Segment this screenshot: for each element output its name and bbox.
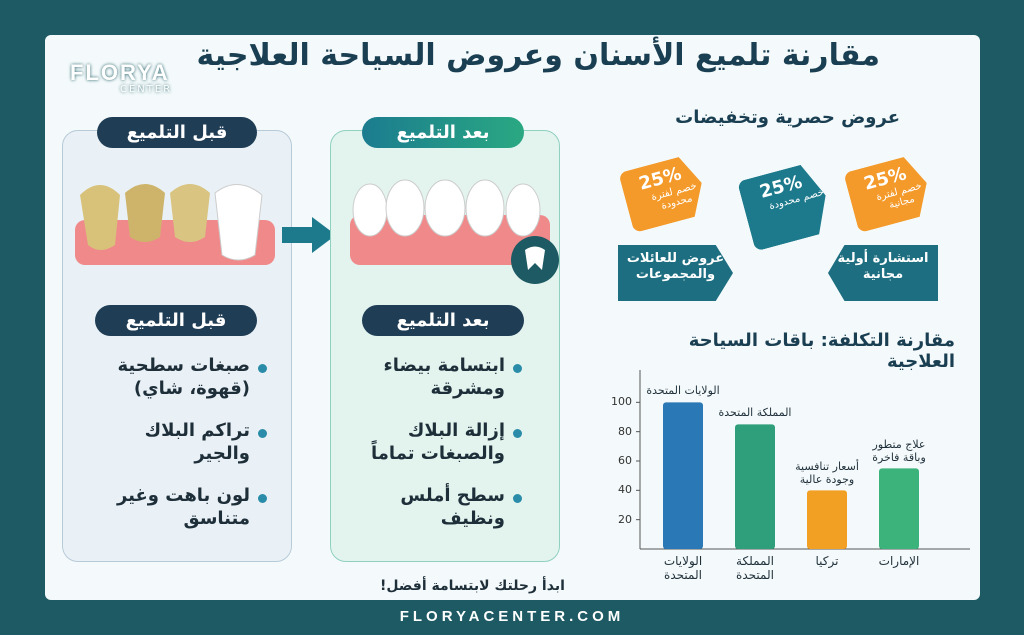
plot: [636, 370, 970, 550]
x-tick-label: المملكة المتحدة: [736, 554, 774, 582]
bar-annotation: أسعار تنافسية وجودة عالية: [795, 460, 859, 486]
bullet: [513, 429, 522, 438]
bar-annotation: علاج متطور وباقة فاخرة: [872, 438, 926, 464]
heading: قبل التلميع: [95, 305, 257, 336]
y-tick-label: 20: [618, 512, 632, 526]
y-tick-label: 40: [618, 483, 632, 497]
slogan: ابدأ رحلتك لابتسامة أفضل!: [380, 578, 565, 594]
bullet: [513, 364, 522, 373]
x-tick-label: الولايات المتحدة: [663, 554, 703, 582]
x-tick-label: الإمارات: [878, 554, 920, 568]
offer-label: استشارة أولية مجانية: [828, 245, 938, 301]
bullet: [258, 429, 267, 438]
list-item: ابتسامة بيضاء ومشرقة: [383, 355, 505, 399]
white-teeth: [350, 179, 559, 284]
logo-sub: CENTER: [120, 84, 173, 95]
bar: [735, 424, 775, 549]
list-item: إزالة البلاك والصبغات تماماً: [371, 420, 505, 464]
list-item: لون باهت وغير متناسق: [116, 485, 250, 529]
bullet: [258, 364, 267, 373]
chart-title: مقارنة التكلفة: باقات السياحة العلاجية: [688, 330, 955, 372]
arrow: [282, 217, 336, 253]
x-tick-label: تركيا: [815, 554, 839, 568]
bar: [807, 490, 847, 549]
logo: FLORYA: [70, 60, 170, 85]
y-tick-label: 100: [611, 395, 632, 409]
url: FLORYACENTER.COM: [399, 608, 625, 625]
bullet: [258, 494, 267, 503]
y-tick-label: 60: [618, 454, 632, 467]
chart: 20 40 60 80 100 الولايات المتحدة الولايات المت…: [600, 360, 980, 595]
stained-teeth: [75, 184, 275, 265]
list-item: تراكم البلاك والجير: [144, 420, 250, 464]
y-tick-label: 80: [618, 424, 632, 438]
badge: بعد التلميع: [362, 117, 524, 148]
bar: [663, 402, 703, 549]
bar: [879, 468, 919, 549]
offer-label: عروض للعائلات والمجموعات: [618, 245, 733, 301]
bullet: [513, 494, 522, 503]
bar-annotation: المملكة المتحدة: [718, 406, 792, 420]
list-item: سطح أملس ونظيف: [400, 485, 505, 529]
heading: بعد التلميع: [362, 305, 524, 336]
title: مقارنة تلميع الأسنان وعروض السياحة العلا…: [196, 38, 880, 73]
bar-annotation: الولايات المتحدة: [646, 384, 720, 398]
list-item: صبغات سطحية (قهوة، شاي): [117, 355, 251, 399]
offers-title: عروض حصرية وتخفيضات: [675, 107, 900, 128]
badge: قبل التلميع: [97, 117, 257, 148]
